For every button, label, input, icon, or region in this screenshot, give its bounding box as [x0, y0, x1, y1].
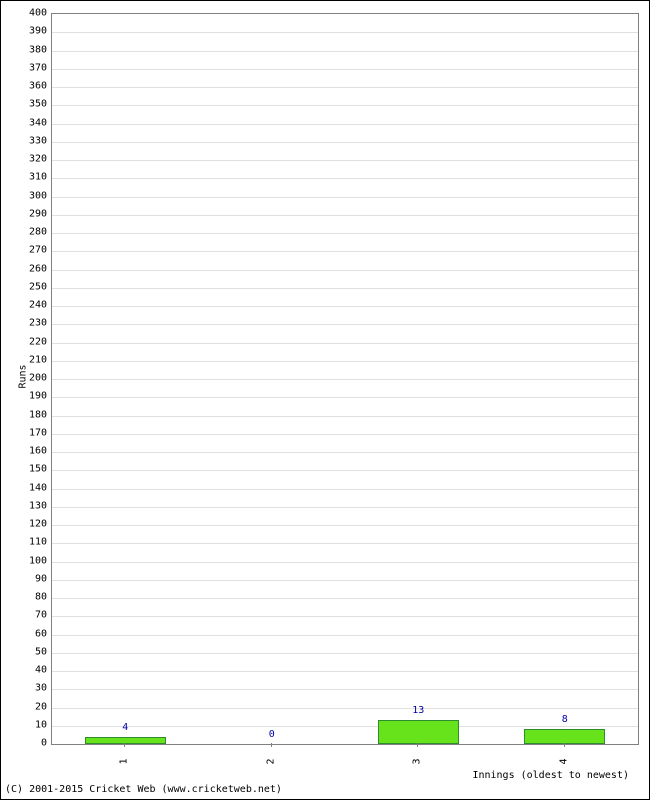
ytick-label: 190 — [29, 391, 47, 402]
gridline — [52, 434, 638, 435]
y-axis-label: Runs — [18, 364, 29, 388]
ytick-label: 380 — [29, 44, 47, 55]
ytick-label: 260 — [29, 263, 47, 274]
ytick-label: 360 — [29, 81, 47, 92]
gridline — [52, 251, 638, 252]
ytick-label: 150 — [29, 464, 47, 475]
xtick-mark — [271, 743, 272, 747]
ytick-label: 300 — [29, 190, 47, 201]
gridline — [52, 32, 638, 33]
gridline — [52, 416, 638, 417]
gridline — [52, 635, 638, 636]
ytick-label: 80 — [35, 592, 47, 603]
ytick-label: 70 — [35, 610, 47, 621]
ytick-label: 90 — [35, 573, 47, 584]
bar-value-label: 0 — [269, 729, 275, 740]
gridline — [52, 653, 638, 654]
gridline — [52, 51, 638, 52]
gridline — [52, 197, 638, 198]
bar — [524, 729, 605, 744]
gridline — [52, 69, 638, 70]
ytick-label: 60 — [35, 628, 47, 639]
ytick-label: 370 — [29, 62, 47, 73]
xtick-label: 1 — [119, 758, 130, 764]
gridline — [52, 124, 638, 125]
ytick-label: 160 — [29, 446, 47, 457]
gridline — [52, 726, 638, 727]
ytick-label: 250 — [29, 281, 47, 292]
ytick-label: 240 — [29, 300, 47, 311]
ytick-label: 20 — [35, 701, 47, 712]
ytick-label: 40 — [35, 665, 47, 676]
ytick-label: 180 — [29, 409, 47, 420]
gridline — [52, 598, 638, 599]
gridline — [52, 616, 638, 617]
x-axis-label: Innings (oldest to newest) — [472, 770, 629, 781]
gridline — [52, 708, 638, 709]
ytick-label: 350 — [29, 99, 47, 110]
ytick-label: 0 — [41, 738, 47, 749]
ytick-label: 130 — [29, 500, 47, 511]
ytick-label: 320 — [29, 154, 47, 165]
bar — [378, 720, 459, 744]
xtick-label: 4 — [558, 758, 569, 764]
gridline — [52, 87, 638, 88]
gridline — [52, 452, 638, 453]
gridline — [52, 489, 638, 490]
gridline — [52, 689, 638, 690]
ytick-label: 110 — [29, 537, 47, 548]
ytick-label: 280 — [29, 227, 47, 238]
xtick-mark — [417, 743, 418, 747]
xtick-label: 2 — [265, 758, 276, 764]
ytick-label: 290 — [29, 208, 47, 219]
ytick-label: 50 — [35, 646, 47, 657]
gridline — [52, 507, 638, 508]
ytick-label: 390 — [29, 26, 47, 37]
ytick-label: 30 — [35, 683, 47, 694]
gridline — [52, 306, 638, 307]
ytick-label: 140 — [29, 482, 47, 493]
bar-value-label: 8 — [562, 714, 568, 725]
gridline — [52, 160, 638, 161]
gridline — [52, 543, 638, 544]
ytick-label: 170 — [29, 427, 47, 438]
plot-area: 4 0 13 8 — [51, 13, 639, 745]
ytick-label: 200 — [29, 373, 47, 384]
xtick-mark — [124, 743, 125, 747]
xtick-label: 3 — [412, 758, 423, 764]
ytick-label: 310 — [29, 172, 47, 183]
copyright-text: (C) 2001-2015 Cricket Web (www.cricketwe… — [5, 784, 282, 795]
gridline — [52, 105, 638, 106]
ytick-label: 330 — [29, 135, 47, 146]
ytick-label: 230 — [29, 318, 47, 329]
gridline — [52, 379, 638, 380]
gridline — [52, 233, 638, 234]
gridline — [52, 324, 638, 325]
gridline — [52, 270, 638, 271]
gridline — [52, 562, 638, 563]
ytick-label: 210 — [29, 354, 47, 365]
gridline — [52, 671, 638, 672]
gridline — [52, 215, 638, 216]
gridline — [52, 343, 638, 344]
gridline — [52, 580, 638, 581]
gridline — [52, 397, 638, 398]
ytick-label: 100 — [29, 555, 47, 566]
ytick-label: 10 — [35, 719, 47, 730]
ytick-label: 270 — [29, 245, 47, 256]
gridline — [52, 525, 638, 526]
bar-value-label: 13 — [412, 705, 424, 716]
ytick-label: 340 — [29, 117, 47, 128]
gridline — [52, 178, 638, 179]
gridline — [52, 142, 638, 143]
gridline — [52, 288, 638, 289]
gridline — [52, 361, 638, 362]
ytick-label: 400 — [29, 8, 47, 19]
xtick-mark — [564, 743, 565, 747]
chart-container: 40138 Runs Innings (oldest to newest) (C… — [0, 0, 650, 800]
ytick-label: 220 — [29, 336, 47, 347]
ytick-label: 120 — [29, 519, 47, 530]
bar-value-label: 4 — [122, 722, 128, 733]
gridline — [52, 470, 638, 471]
